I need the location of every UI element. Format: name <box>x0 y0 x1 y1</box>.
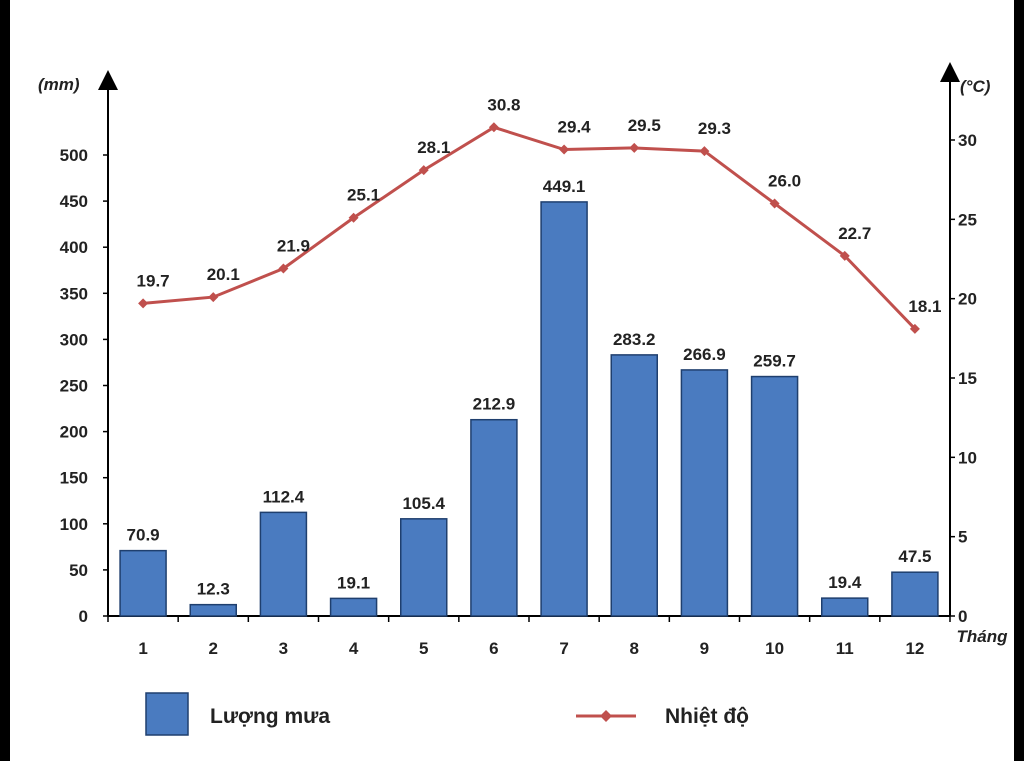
right-tick-label: 5 <box>958 528 967 547</box>
rainfall-bar <box>119 549 167 617</box>
chart-frame: (mm) (°C) Tháng 0 50 100 150 200 250 300 350 400 450… <box>10 0 1014 761</box>
rainfall-bar <box>891 571 939 617</box>
x-tick-label: 7 <box>559 639 568 658</box>
rainfall-bar <box>189 603 237 617</box>
rainfall-value-label: 12.3 <box>197 580 230 599</box>
temperature-point <box>769 198 780 209</box>
left-tick-label: 100 <box>60 515 88 534</box>
rainfall-value-label: 259.7 <box>753 352 796 371</box>
right-tick-label: 15 <box>958 369 977 388</box>
temperature-value-label: 29.3 <box>698 119 731 138</box>
temperature-point <box>839 250 850 261</box>
right-tick-label: 20 <box>958 290 977 309</box>
rainfall-bar <box>610 354 658 617</box>
temperature-point <box>208 292 219 303</box>
left-tick-label: 50 <box>69 561 88 580</box>
rainfall-value-label: 70.9 <box>127 526 160 545</box>
x-tick-label: 11 <box>836 639 854 658</box>
rainfall-value-label: 266.9 <box>683 345 726 364</box>
temperature-value-label: 28.1 <box>417 138 450 157</box>
temperature-value-label: 26.0 <box>768 171 801 190</box>
x-tick-label: 2 <box>209 639 218 658</box>
legend-rainfall-swatch <box>145 692 189 736</box>
temperature-point <box>278 263 289 274</box>
left-tick-label: 200 <box>60 423 88 442</box>
rainfall-bar <box>750 375 799 617</box>
temperature-point <box>699 146 710 157</box>
temperature-value-label: 30.8 <box>487 95 520 114</box>
temperature-point <box>418 165 429 176</box>
x-tick-label: 6 <box>489 639 498 658</box>
rainfall-value-label: 449.1 <box>543 177 586 196</box>
rainfall-value-label: 212.9 <box>473 395 516 414</box>
temperature-value-label: 25.1 <box>347 186 380 205</box>
x-axis-label: Tháng <box>957 627 1009 646</box>
rainfall-value-label: 19.1 <box>337 573 370 592</box>
left-tick-label: 250 <box>60 377 88 396</box>
rainfall-value-label: 105.4 <box>402 494 445 513</box>
left-tick-label: 0 <box>79 607 88 626</box>
x-tick-label: 12 <box>905 639 924 658</box>
legend-temperature-label: Nhiệt độ <box>665 705 749 728</box>
left-tick-label: 300 <box>60 330 88 349</box>
temperature-value-label: 29.5 <box>628 116 661 135</box>
left-tick-label: 350 <box>60 284 88 303</box>
rainfall-bar <box>680 369 729 617</box>
temperature-point <box>629 142 640 153</box>
right-axis-label: (°C) <box>960 77 991 96</box>
temperature-value-label: 22.7 <box>838 224 871 243</box>
left-tick-label: 150 <box>60 469 88 488</box>
temperature-value-label: 21.9 <box>277 237 310 256</box>
temperature-value-label: 19.7 <box>137 271 170 290</box>
rainfall-value-label: 283.2 <box>613 330 656 349</box>
rainfall-bar <box>329 597 378 617</box>
rainfall-value-label: 19.4 <box>828 573 862 592</box>
temperature-point <box>909 323 920 334</box>
rainfall-bar <box>821 597 869 617</box>
rainfall-bar <box>540 201 588 617</box>
temperature-point <box>138 298 149 309</box>
temperature-value-label: 20.1 <box>207 265 240 284</box>
x-tick-label: 9 <box>700 639 709 658</box>
x-tick-label: 1 <box>138 639 147 658</box>
rainfall-value-label: 112.4 <box>263 487 305 506</box>
rainfall-value-label: 47.5 <box>898 547 931 566</box>
temperature-value-label: 29.4 <box>558 118 592 137</box>
x-tick-label: 4 <box>349 639 359 658</box>
right-tick-label: 0 <box>958 607 967 626</box>
rainfall-bar <box>470 418 518 617</box>
left-tick-label: 400 <box>60 238 88 257</box>
legend-rainfall-label: Lượng mưa <box>210 705 330 728</box>
left-tick-label: 450 <box>60 192 88 211</box>
temperature-point <box>348 212 359 223</box>
rainfall-bar <box>259 511 308 617</box>
temperature-value-label: 18.1 <box>908 297 941 316</box>
x-tick-label: 8 <box>630 639 639 658</box>
left-tick-label: 500 <box>60 146 88 165</box>
x-tick-label: 5 <box>419 639 428 658</box>
right-tick-label: 10 <box>958 448 977 467</box>
x-tick-label: 3 <box>279 639 288 658</box>
left-axis-label: (mm) <box>38 75 80 94</box>
right-tick-label: 25 <box>958 210 977 229</box>
temperature-line <box>142 125 916 330</box>
rainfall-temperature-chart: (mm) (°C)Tháng050100150200250300350400450… <box>38 62 1009 736</box>
right-tick-label: 30 <box>958 131 977 150</box>
legend-temperature-marker <box>600 710 612 722</box>
x-tick-label: 10 <box>765 639 784 658</box>
rainfall-bar <box>400 518 448 617</box>
temperature-point <box>488 122 499 133</box>
temperature-point <box>559 144 570 155</box>
